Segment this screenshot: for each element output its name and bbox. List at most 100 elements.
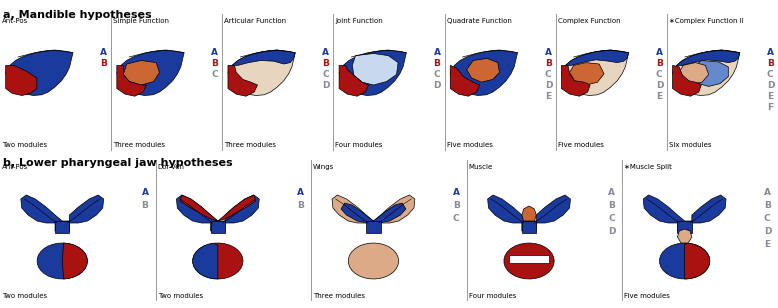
Polygon shape <box>672 65 701 96</box>
Polygon shape <box>660 243 710 279</box>
Text: A: A <box>297 188 304 197</box>
Text: A: A <box>322 48 329 57</box>
Text: Three modules: Three modules <box>224 142 276 148</box>
Text: B: B <box>767 59 774 68</box>
Polygon shape <box>450 50 517 95</box>
Text: E: E <box>545 92 551 101</box>
Text: B: B <box>297 201 304 210</box>
Text: C: C <box>764 214 771 223</box>
Text: Simple Function: Simple Function <box>113 18 169 24</box>
Polygon shape <box>510 255 548 263</box>
Polygon shape <box>124 60 159 85</box>
Text: D: D <box>322 81 330 90</box>
Text: Five modules: Five modules <box>558 142 604 148</box>
Polygon shape <box>522 221 536 233</box>
Polygon shape <box>529 195 570 231</box>
Polygon shape <box>680 63 709 83</box>
Text: Joint Function: Joint Function <box>335 18 384 24</box>
Text: A: A <box>545 48 552 57</box>
Polygon shape <box>218 195 259 231</box>
Polygon shape <box>569 63 604 85</box>
Polygon shape <box>193 243 218 279</box>
Text: A: A <box>433 48 440 57</box>
Text: Four modules: Four modules <box>335 142 383 148</box>
Text: B: B <box>212 59 218 68</box>
Polygon shape <box>373 195 415 223</box>
Polygon shape <box>5 65 37 95</box>
Text: E: E <box>764 240 770 249</box>
Polygon shape <box>467 59 499 82</box>
Text: Dor-Ven: Dor-Ven <box>158 164 184 170</box>
Text: A: A <box>453 188 460 197</box>
Text: D: D <box>608 227 616 236</box>
Text: Six modules: Six modules <box>669 142 711 148</box>
Polygon shape <box>685 195 726 231</box>
Text: Five modules: Five modules <box>447 142 492 148</box>
Polygon shape <box>211 221 225 233</box>
Polygon shape <box>504 243 554 279</box>
Polygon shape <box>349 243 398 279</box>
Polygon shape <box>180 195 218 221</box>
Text: B: B <box>322 59 329 68</box>
Text: Quadrate Function: Quadrate Function <box>447 18 511 24</box>
Text: B: B <box>453 201 460 210</box>
Polygon shape <box>37 243 87 279</box>
Text: Wings: Wings <box>314 164 335 170</box>
Polygon shape <box>177 195 218 231</box>
Text: E: E <box>767 92 773 101</box>
Text: B: B <box>608 201 615 210</box>
Polygon shape <box>218 195 256 221</box>
Text: a, Mandible hypotheses: a, Mandible hypotheses <box>3 10 152 20</box>
Polygon shape <box>366 221 380 233</box>
Text: C: C <box>545 70 552 79</box>
Text: Three modules: Three modules <box>113 142 165 148</box>
Polygon shape <box>193 243 243 279</box>
Text: A: A <box>608 188 615 197</box>
Text: C: C <box>433 70 440 79</box>
Text: ∗Complex Function II: ∗Complex Function II <box>669 18 744 24</box>
Polygon shape <box>339 65 369 96</box>
Text: A: A <box>656 48 663 57</box>
Polygon shape <box>228 65 258 96</box>
Text: C: C <box>322 70 329 79</box>
Text: B: B <box>656 59 663 68</box>
Text: Two modules: Two modules <box>2 142 47 148</box>
Polygon shape <box>117 65 146 96</box>
Polygon shape <box>21 195 62 231</box>
Polygon shape <box>694 60 728 87</box>
Text: B: B <box>545 59 552 68</box>
Text: Ant-Pos: Ant-Pos <box>2 164 28 170</box>
Polygon shape <box>62 243 87 279</box>
Text: D: D <box>764 227 772 236</box>
Text: A: A <box>764 188 771 197</box>
Text: D: D <box>656 81 664 90</box>
Text: D: D <box>545 81 552 90</box>
Text: Complex Function: Complex Function <box>558 18 620 24</box>
Text: Muscle: Muscle <box>469 164 493 170</box>
Polygon shape <box>450 65 480 96</box>
Text: B: B <box>142 201 149 210</box>
Polygon shape <box>672 50 740 95</box>
Text: C: C <box>212 70 218 79</box>
Text: Two modules: Two modules <box>2 293 47 299</box>
Text: b, Lower pharyngeal jaw hypotheses: b, Lower pharyngeal jaw hypotheses <box>3 158 233 168</box>
Polygon shape <box>488 195 529 231</box>
Polygon shape <box>685 243 710 279</box>
Polygon shape <box>566 50 629 65</box>
Polygon shape <box>562 50 629 95</box>
Text: ∗Muscle Split: ∗Muscle Split <box>625 164 672 170</box>
Text: Ant-Pos: Ant-Pos <box>2 18 28 24</box>
Text: A: A <box>142 188 149 197</box>
Text: Five modules: Five modules <box>625 293 671 299</box>
Polygon shape <box>339 50 406 95</box>
Text: C: C <box>767 70 773 79</box>
Polygon shape <box>522 206 536 221</box>
Polygon shape <box>341 203 373 223</box>
Polygon shape <box>643 195 685 231</box>
Polygon shape <box>62 195 103 231</box>
Polygon shape <box>5 50 73 95</box>
Text: A: A <box>767 48 774 57</box>
Polygon shape <box>678 229 692 243</box>
Polygon shape <box>678 221 692 233</box>
Text: A: A <box>212 48 219 57</box>
